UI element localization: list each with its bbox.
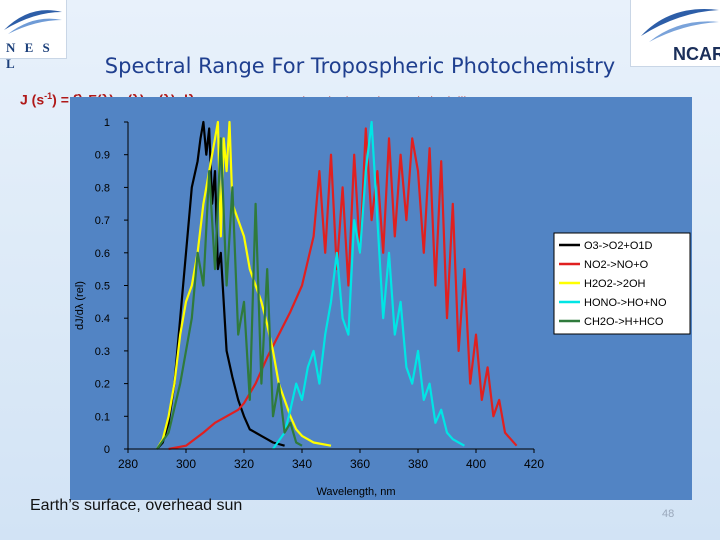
y-tick-label: 0.8 [95, 182, 110, 194]
x-tick-label: 280 [118, 457, 138, 471]
series-line-1 [168, 127, 518, 451]
x-tick-label: 400 [466, 457, 486, 471]
nesl-logo: N E S L [0, 0, 67, 71]
y-tick-label: 0 [104, 444, 110, 456]
x-tick-label: 420 [524, 457, 544, 471]
y-axis-label: dJ/dλ (rel) [74, 281, 86, 330]
y-tick-label: 0.6 [95, 248, 110, 260]
page-number: 48 [662, 508, 675, 520]
ncar-swoosh-icon [641, 9, 719, 42]
x-tick-label: 300 [176, 457, 196, 471]
y-tick-label: 0.1 [95, 411, 110, 423]
y-tick-label: 0.7 [95, 215, 110, 227]
nesl-swoosh-icon [4, 10, 62, 34]
legend-label: NO2->NO+O [584, 259, 649, 271]
caption: Earth’s surface, overhead sun [30, 497, 243, 514]
x-tick-label: 380 [408, 457, 428, 471]
x-tick-label: 320 [234, 457, 254, 471]
slide-title: Spectral Range For Tropospheric Photoche… [104, 54, 616, 78]
ncar-logo-text: NCAR [673, 44, 720, 64]
y-tick-label: 0.2 [95, 379, 110, 391]
y-tick-label: 1 [104, 117, 110, 129]
axes: 0 0.1 0.2 0.3 0.4 0.5 0.6 0.7 0.8 0.9 1 280 300 320 34… [74, 117, 544, 498]
legend: O3->O2+O1D NO2->NO+O H2O2->2OH HONO->HO+NO C… [553, 232, 691, 335]
series-line-4 [156, 137, 303, 450]
series-line-0 [156, 120, 285, 450]
legend-label: O3->O2+O1D [584, 240, 653, 252]
spectral-chart: 0 0.1 0.2 0.3 0.4 0.5 0.6 0.7 0.8 0.9 1 280 300 320 34… [70, 97, 692, 500]
plot-area [156, 120, 518, 451]
y-tick-label: 0.5 [95, 281, 110, 293]
y-tick-label: 0.9 [95, 150, 110, 162]
formula-prefix: J (s [20, 91, 45, 108]
y-tick-label: 0.3 [95, 346, 110, 358]
nesl-logo-text: N E S L [6, 40, 53, 71]
x-axis-label: Wavelength, nm [316, 486, 395, 498]
legend-label: H2O2->2OH [584, 278, 645, 290]
x-tick-label: 360 [350, 457, 370, 471]
ncar-logo: NCAR [630, 0, 720, 67]
formula-exponent: -1 [44, 91, 53, 101]
legend-label: CH2O->H+HCO [584, 316, 664, 328]
y-tick-label: 0.4 [95, 313, 110, 325]
legend-label: HONO->HO+NO [584, 297, 667, 309]
series-line-2 [156, 120, 332, 450]
series-line-3 [272, 120, 465, 450]
x-tick-label: 340 [292, 457, 312, 471]
